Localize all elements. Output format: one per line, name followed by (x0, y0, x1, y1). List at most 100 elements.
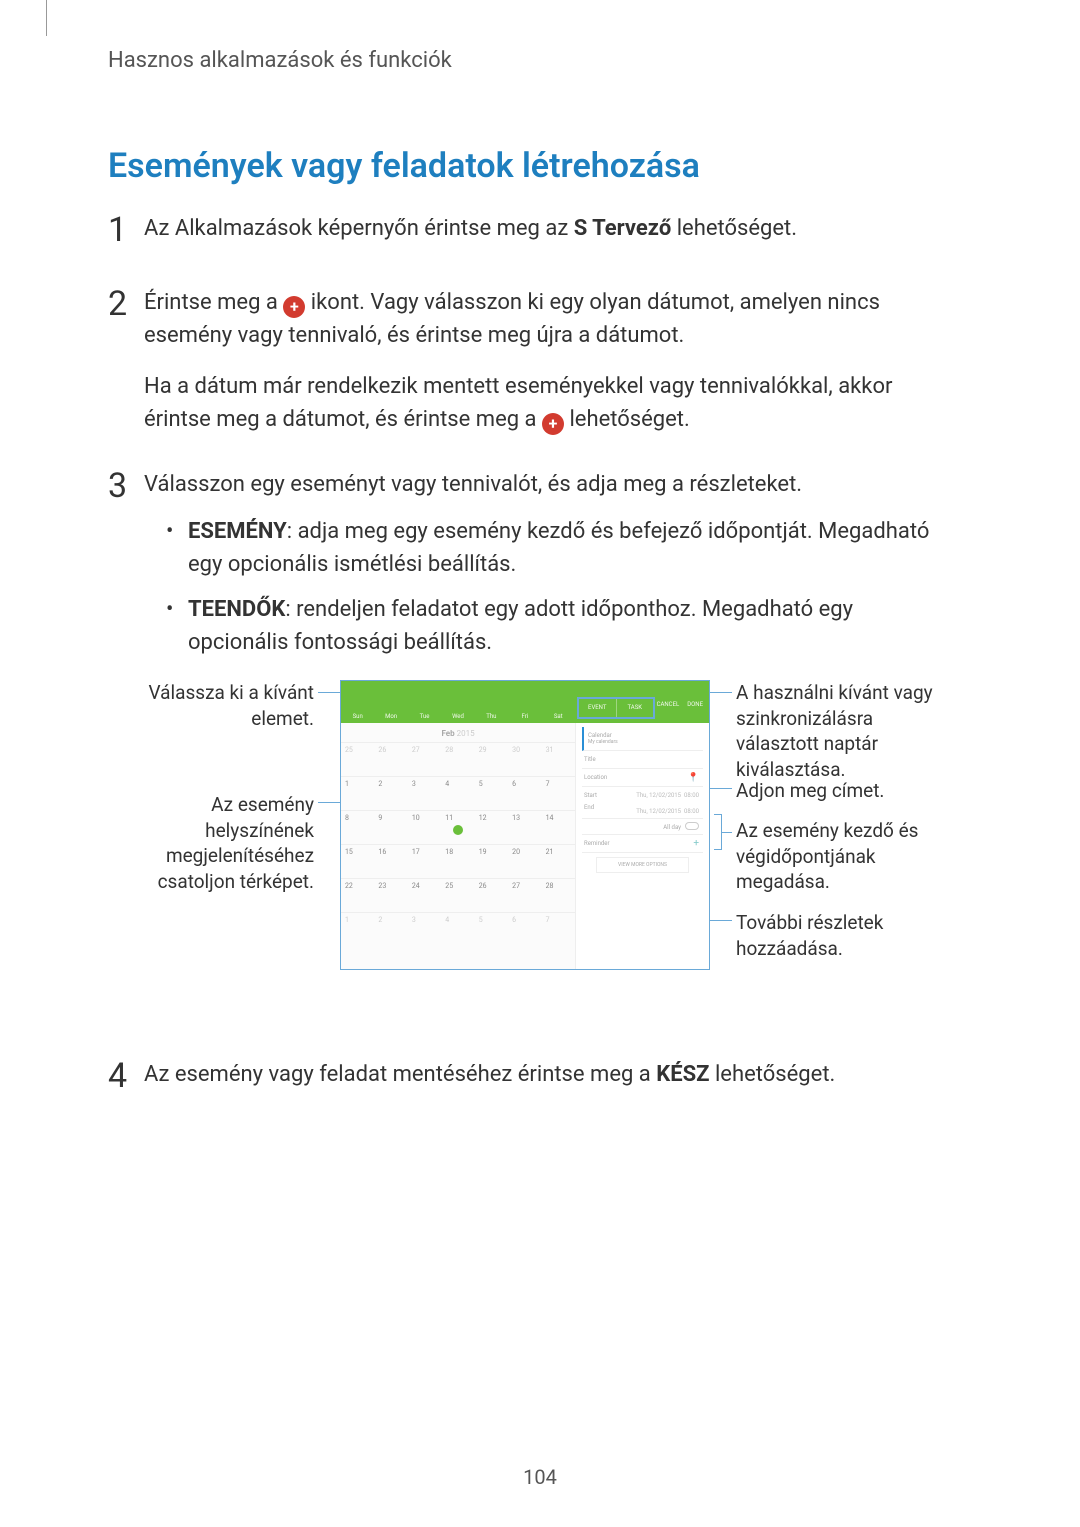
label: Location (584, 774, 607, 781)
time: 08:00 (684, 808, 699, 815)
calendar-day[interactable]: 20 (508, 844, 541, 878)
calendar-day[interactable]: 26 (475, 878, 508, 912)
time: 08:00 (684, 792, 699, 799)
calendar-day[interactable]: 2 (374, 912, 407, 946)
calendar-month: Feb 2015 (341, 723, 575, 742)
text: Az Alkalmazások képernyőn érintse meg az (144, 216, 574, 241)
text: : rendeljen feladatot egy adott időponth… (188, 597, 853, 655)
calendar-day[interactable]: 17 (408, 844, 441, 878)
day-header: Sat (542, 713, 575, 723)
day-header: Thu (475, 713, 508, 723)
calendar-day[interactable]: 6 (508, 776, 541, 810)
month-label: Feb (441, 729, 454, 738)
day-header: Sun (341, 713, 374, 723)
form-end[interactable]: End Thu, 12/02/2015 08:00 (582, 803, 703, 819)
done-button[interactable]: DONE (687, 701, 703, 708)
calendar-day[interactable]: 28 (542, 878, 575, 912)
calendar-day[interactable]: 25 (441, 878, 474, 912)
calendar-day[interactable]: 3 (408, 912, 441, 946)
callout-select-calendar: A használni kívánt vagy szinkronizálásra… (736, 680, 946, 783)
add-reminder-icon[interactable]: + (693, 838, 699, 849)
step-number: 1 (108, 210, 134, 250)
callout-attach-map: Az esemény helyszínének megjelenítéséhez… (108, 792, 314, 895)
form-start[interactable]: Start Thu, 12/02/2015 08:00 (582, 787, 703, 803)
calendar-day[interactable]: 4 (441, 776, 474, 810)
calendar-day[interactable]: 27 (408, 742, 441, 776)
text: Válasszon egy eseményt vagy tennivalót, … (144, 468, 948, 501)
calendar-day[interactable]: 10 (408, 810, 441, 844)
calendar-day[interactable]: 16 (374, 844, 407, 878)
calendar-day[interactable]: 8 (341, 810, 374, 844)
calendar-day[interactable]: 7 (542, 912, 575, 946)
step-4: 4 Az esemény vagy feladat mentéséhez éri… (108, 1058, 948, 1091)
plus-icon: + (542, 413, 564, 435)
calendar-day[interactable]: 23 (374, 878, 407, 912)
calendar-day[interactable]: 12 (475, 810, 508, 844)
cancel-button[interactable]: CANCEL (657, 701, 680, 708)
calendar-day[interactable]: 31 (542, 742, 575, 776)
calendar-day[interactable]: 14 (542, 810, 575, 844)
text: lehetőséget. (564, 407, 690, 432)
app-screenshot: SunMonTueWedThuFriSat EVENT TASK CANCEL … (340, 680, 710, 970)
text: : adja meg egy esemény kezdő és befejező… (188, 519, 929, 577)
calendar-day[interactable]: 24 (408, 878, 441, 912)
calendar-day[interactable]: 26 (374, 742, 407, 776)
bullet-tasks: TEENDŐK: rendeljen feladatot egy adott i… (166, 593, 948, 659)
calendar-day[interactable]: 11 (441, 810, 474, 844)
calendar-day[interactable]: 15 (341, 844, 374, 878)
label: Reminder (584, 840, 610, 847)
step-number: 3 (108, 466, 134, 506)
calendar-panel: Feb 2015 2526272829303112345678910111213… (341, 723, 575, 969)
calendar-day[interactable]: 1 (341, 776, 374, 810)
form-allday[interactable]: All day (582, 819, 703, 835)
calendar-day[interactable]: 3 (408, 776, 441, 810)
plus-icon: + (283, 296, 305, 318)
calendar-day[interactable]: 4 (441, 912, 474, 946)
calendar-day[interactable]: 1 (341, 912, 374, 946)
date: Thu, 12/02/2015 (636, 808, 681, 815)
location-pin-icon[interactable]: 📍 (688, 773, 699, 783)
calendar-day[interactable]: 9 (374, 810, 407, 844)
label: Start (584, 792, 597, 799)
calendar-day[interactable]: 5 (475, 776, 508, 810)
calendar-day[interactable]: 27 (508, 878, 541, 912)
step-number: 2 (108, 284, 134, 324)
page-header: Hasznos alkalmazások és funkciók (108, 48, 452, 73)
calendar-day[interactable]: 13 (508, 810, 541, 844)
tab-task[interactable]: TASK (616, 699, 654, 717)
calendar-day[interactable]: 21 (542, 844, 575, 878)
form-reminder[interactable]: Reminder + (582, 835, 703, 853)
calendar-day[interactable]: 30 (508, 742, 541, 776)
calendar-day[interactable]: 5 (475, 912, 508, 946)
page-number: 104 (0, 1465, 1080, 1489)
year-label: 2015 (457, 729, 475, 738)
form-calendar-select[interactable]: Calendar My calendars (582, 727, 703, 751)
allday-toggle[interactable] (685, 822, 699, 830)
text: Az esemény vagy feladat mentéséhez érint… (144, 1062, 656, 1087)
calendar-day[interactable]: 19 (475, 844, 508, 878)
form-title[interactable]: Title (582, 751, 703, 769)
section-title: Események vagy feladatok létrehozása (108, 146, 700, 186)
tab-event[interactable]: EVENT (579, 699, 616, 717)
calendar-day[interactable]: 2 (374, 776, 407, 810)
bold-text: S Tervező (574, 216, 672, 241)
bold-text: ESEMÉNY (188, 519, 287, 544)
text: lehetőséget. (710, 1062, 836, 1087)
view-more-button[interactable]: VIEW MORE OPTIONS (596, 857, 689, 873)
calendar-day[interactable]: 6 (508, 912, 541, 946)
calendar-day[interactable]: 7 (542, 776, 575, 810)
calendar-day[interactable]: 25 (341, 742, 374, 776)
sublabel: My calendars (588, 739, 701, 745)
bracket (714, 814, 722, 850)
calendar-day[interactable]: 22 (341, 878, 374, 912)
tab-box: EVENT TASK (577, 697, 655, 719)
form-location[interactable]: Location 📍 (582, 769, 703, 787)
calendar-grid[interactable]: 2526272829303112345678910111213141516171… (341, 742, 575, 946)
day-header: Wed (441, 713, 474, 723)
calendar-day[interactable]: 29 (475, 742, 508, 776)
calendar-day[interactable]: 28 (441, 742, 474, 776)
calendar-day-headers: SunMonTueWedThuFriSat (341, 681, 575, 723)
callout-select-item: Válassza ki a kívánt elemet. (108, 680, 314, 731)
label: End (584, 804, 594, 811)
calendar-day[interactable]: 18 (441, 844, 474, 878)
